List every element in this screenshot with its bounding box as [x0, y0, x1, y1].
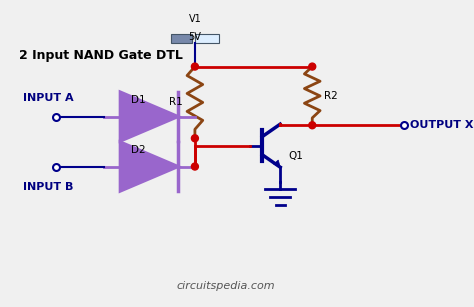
Text: D1: D1 — [131, 95, 146, 105]
Circle shape — [191, 163, 199, 170]
Text: OUTPUT X: OUTPUT X — [410, 120, 474, 130]
Text: circuitspedia.com: circuitspedia.com — [176, 281, 274, 291]
Polygon shape — [120, 142, 179, 191]
FancyBboxPatch shape — [195, 34, 219, 43]
Text: R1: R1 — [169, 97, 183, 107]
Text: R2: R2 — [324, 91, 338, 101]
FancyBboxPatch shape — [171, 34, 192, 43]
Circle shape — [191, 63, 199, 70]
Text: INPUT B: INPUT B — [23, 182, 73, 192]
Circle shape — [191, 135, 199, 142]
Polygon shape — [120, 92, 179, 142]
Text: D2: D2 — [131, 145, 146, 155]
Text: 2 Input NAND Gate DTL: 2 Input NAND Gate DTL — [19, 49, 183, 62]
Text: V1: V1 — [189, 14, 201, 25]
Circle shape — [309, 63, 316, 70]
Circle shape — [309, 122, 316, 129]
Text: INPUT A: INPUT A — [23, 93, 74, 103]
Text: Q1: Q1 — [288, 151, 303, 161]
Polygon shape — [273, 160, 280, 167]
Text: 5V: 5V — [189, 32, 201, 42]
